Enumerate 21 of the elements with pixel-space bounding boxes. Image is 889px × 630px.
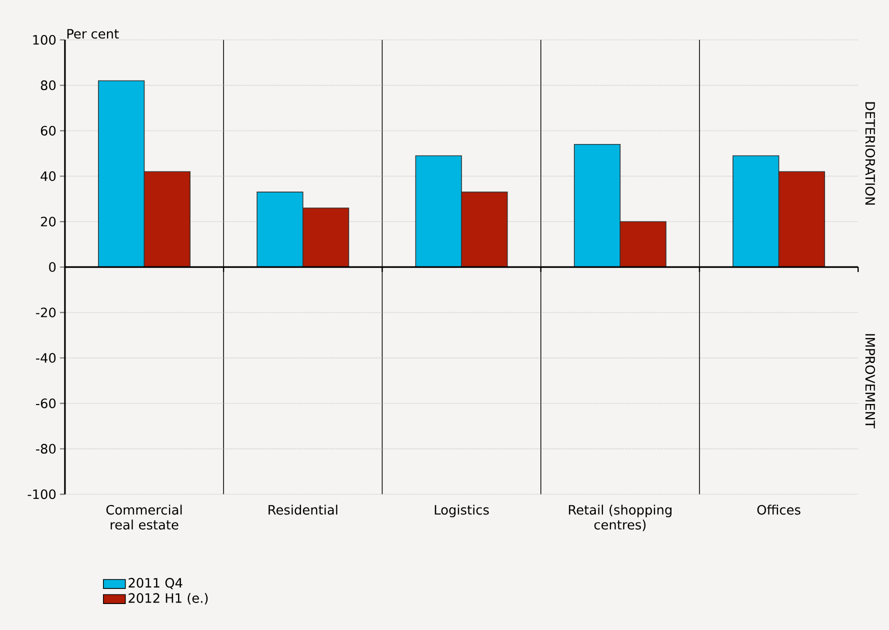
legend-label: 2012 H1 (e.) [128,593,208,605]
x-tick-label: Retail (shopping centres) [568,504,672,532]
y-tick-label: 60 [40,126,56,136]
y-tick-label: 80 [40,80,56,90]
x-tick-label: Commercial real estate [106,504,182,530]
y-tick-label: -40 [36,353,56,363]
y-tick-label: 40 [40,171,56,182]
y-tick-label: -60 [36,398,56,408]
y-tick-label: 0 [49,262,56,272]
y-tick-label: 20 [40,216,56,227]
x-tick-label: Offices [757,504,800,515]
y-axis-title: Per cent [67,29,119,39]
text: DETERIORATION [865,102,876,205]
legend-label: 2011 Q4 [128,578,182,590]
y-tick-label: -80 [36,444,56,454]
y-tick-label: -20 [36,308,56,318]
x-tick-label: Residential [268,504,338,515]
y-tick-label: -100 [28,489,56,500]
y-tick-label: 100 [33,35,56,45]
text: IMPROVEMENT [865,334,876,429]
x-tick-label: Logistics [434,504,489,518]
